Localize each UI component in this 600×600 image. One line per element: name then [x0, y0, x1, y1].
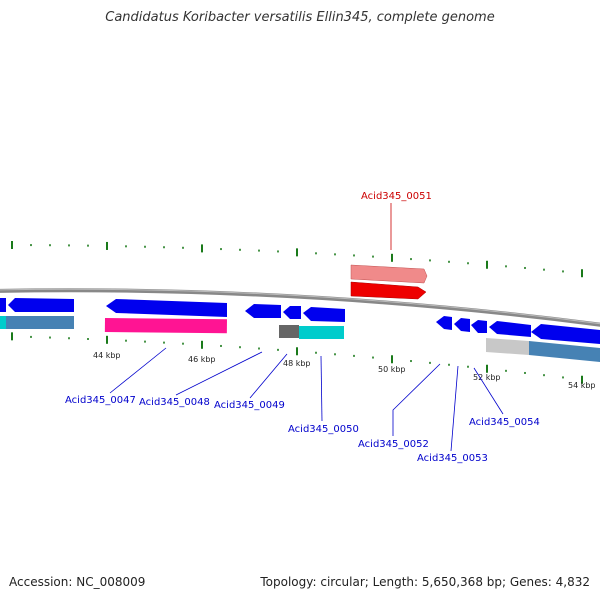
gene-label-0049[interactable]: Acid345_0049: [214, 400, 285, 411]
leader-line-0047: [109, 347, 167, 394]
gene-acid345-0049[interactable]: [245, 304, 345, 322]
gene-label-0047[interactable]: Acid345_0047: [65, 395, 136, 406]
gene-label-0048[interactable]: Acid345_0048: [139, 397, 210, 408]
genome-backbone: [0, 288, 600, 327]
scale-label-52kbp: 52 kbp: [473, 373, 501, 382]
gene-label-0050[interactable]: Acid345_0050: [288, 424, 359, 435]
gene-acid345-0046[interactable]: [0, 298, 74, 329]
gene-acid345-0052[interactable]: [436, 316, 487, 333]
topology-text: Topology: circular; Length: 5,650,368 bp…: [260, 575, 590, 589]
scale-label-54kbp: 54 kbp: [568, 381, 596, 390]
gene-acid345-0050[interactable]: [279, 325, 344, 339]
gene-acid345-0048[interactable]: [104, 299, 227, 334]
leader-line-0053: [450, 365, 459, 452]
gene-acid345-0051[interactable]: [350, 264, 428, 300]
scale-label-44kbp: 44 kbp: [93, 351, 121, 360]
scale-label-48kbp: 48 kbp: [283, 359, 311, 368]
gene-label-0053[interactable]: Acid345_0053: [417, 453, 488, 464]
scale-label-46kbp: 46 kbp: [188, 355, 216, 364]
gene-label-0051[interactable]: Acid345_0051: [361, 191, 432, 202]
map-title: Candidatus Koribacter versatilis Ellin34…: [105, 10, 495, 25]
gene-label-0052[interactable]: Acid345_0052: [358, 439, 429, 450]
accession-text: Accession: NC_008009: [9, 575, 146, 589]
scale-label-50kbp: 50 kbp: [378, 365, 406, 374]
leader-line-0052: [392, 363, 441, 436]
outer-tick-ring: [11, 241, 583, 278]
gene-acid345-0053[interactable]: [489, 321, 531, 337]
leader-line-0054: [473, 367, 504, 415]
leader-line-0049: [249, 353, 288, 399]
gene-label-0054[interactable]: Acid345_0054: [469, 417, 540, 428]
inner-tick-ring: [11, 332, 583, 384]
leader-line-0050: [320, 355, 323, 422]
leader-line-0048: [175, 351, 263, 396]
gene-acid345-0054[interactable]: [486, 324, 600, 362]
